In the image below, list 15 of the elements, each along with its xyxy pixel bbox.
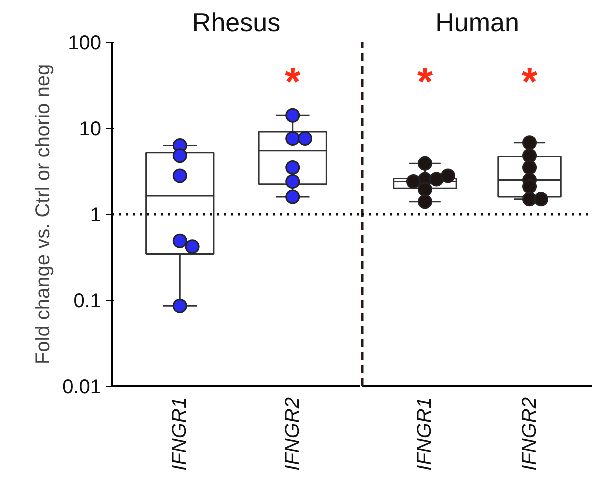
x-tick-label: IFNGR1 bbox=[169, 397, 192, 471]
x-tick-label: IFNGR2 bbox=[282, 397, 304, 471]
y-tick-label: 1 bbox=[90, 204, 102, 226]
y-tick-label: 0.1 bbox=[74, 290, 102, 312]
y-tick-label: 10 bbox=[79, 118, 102, 140]
chart-title: Human bbox=[436, 8, 520, 38]
y-axis-title: Fold change vs. Ctrl or chorio neg bbox=[32, 64, 55, 365]
annotation: * bbox=[522, 60, 538, 104]
y-tick-label: 100 bbox=[68, 32, 102, 54]
x-tick-label: IFNGR1 bbox=[414, 397, 436, 471]
y-tick-label: 0.01 bbox=[62, 376, 102, 398]
annotation: * bbox=[285, 60, 302, 104]
x-tick-label: IFNGR2 bbox=[518, 397, 541, 471]
annotation: * bbox=[417, 60, 434, 104]
chart-title: Rhesus bbox=[192, 8, 281, 38]
